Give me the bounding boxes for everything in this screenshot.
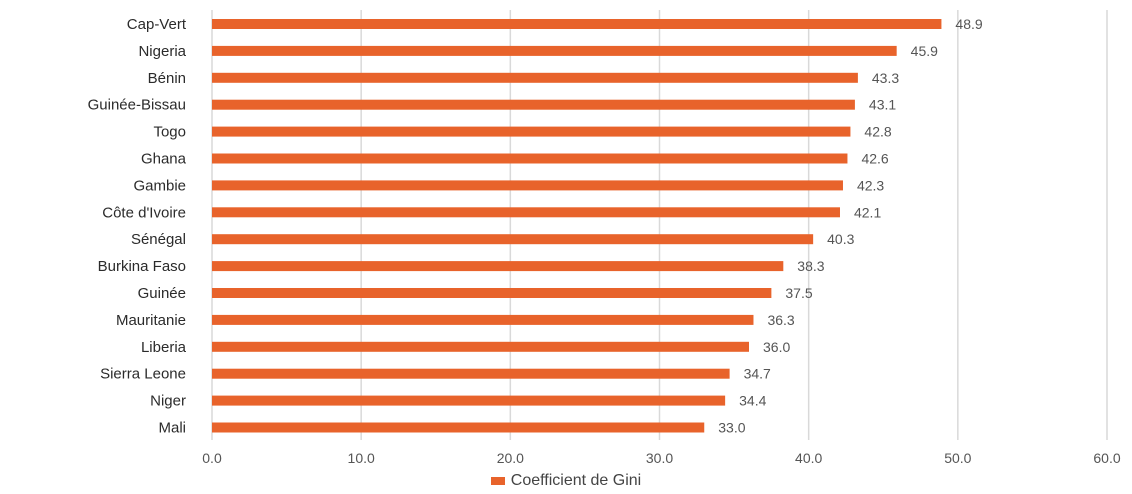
category-label: Ghana: [141, 151, 187, 168]
bar: [212, 207, 840, 218]
category-label: Gambie: [133, 177, 186, 194]
value-label: 33.0: [718, 420, 745, 436]
value-label: 36.0: [763, 339, 790, 355]
value-label: 48.9: [955, 16, 982, 32]
bar: [212, 368, 730, 379]
bar: [212, 288, 772, 298]
bar: [212, 261, 784, 272]
bar: [212, 45, 897, 56]
legend-swatch: [490, 477, 505, 485]
bar: [212, 126, 851, 137]
x-tick-label: 0.0: [202, 450, 222, 466]
category-label: Togo: [153, 124, 186, 141]
category-label: Sierra Leone: [100, 366, 186, 383]
x-tick-label: 10.0: [348, 450, 375, 466]
category-label: Guinée: [138, 285, 186, 302]
legend: Coefficient de Gini: [0, 472, 1132, 490]
value-label: 34.7: [744, 366, 771, 382]
gini-bar-chart: Cap-Vert Nigeria Bénin Guinée-Bissau Togo Gha…: [88, 10, 1121, 466]
value-label: 43.1: [869, 97, 896, 113]
value-label: 42.8: [864, 124, 891, 140]
value-label: 43.3: [872, 70, 899, 86]
category-label: Bénin: [148, 70, 186, 87]
value-label: 36.3: [767, 312, 794, 328]
category-label: Côte d'Ivoire: [102, 204, 186, 221]
bar: [212, 180, 843, 191]
category-label: Liberia: [141, 339, 187, 356]
bar: [212, 72, 858, 83]
x-tick-label: 60.0: [1093, 450, 1120, 466]
x-tick-label: 50.0: [944, 450, 971, 466]
value-label: 40.3: [827, 231, 854, 247]
value-label: 34.4: [739, 393, 766, 409]
x-tick-label: 40.0: [795, 450, 822, 466]
legend-label: Coefficient de Gini: [510, 472, 642, 489]
value-label: 37.5: [785, 285, 812, 301]
bar: [212, 341, 749, 352]
category-label: Cap-Vert: [127, 16, 187, 33]
x-tick-label: 30.0: [646, 450, 673, 466]
category-label: Burkina Faso: [98, 258, 186, 275]
value-labels: 48.9 45.9 43.3 43.1 42.8 42.6 42.3 42.140.338.3…: [718, 16, 983, 436]
bar: [212, 19, 942, 29]
category-label: Guinée-Bissau: [88, 97, 186, 114]
bar: [212, 395, 726, 406]
category-label: Mali: [158, 420, 186, 437]
bar: [212, 314, 754, 325]
x-tick-label: 20.0: [497, 450, 524, 466]
value-label: 42.6: [861, 151, 888, 167]
category-label: Mauritanie: [116, 312, 186, 329]
x-axis-ticks: 0.0 10.0 20.0 30.0 40.0 50.0 60.0: [202, 450, 1121, 466]
value-label: 45.9: [911, 43, 938, 59]
category-label: Niger: [150, 393, 186, 410]
value-label: 42.1: [854, 204, 881, 220]
bar: [212, 153, 848, 164]
bar: [212, 234, 814, 245]
bar: [212, 422, 705, 433]
value-label: 42.3: [857, 177, 884, 193]
bars: [212, 19, 942, 433]
bar: [212, 99, 855, 110]
category-label: Sénégal: [131, 231, 186, 248]
category-labels: Cap-Vert Nigeria Bénin Guinée-Bissau Togo Gha…: [88, 16, 187, 437]
category-label: Nigeria: [138, 43, 186, 60]
value-label: 38.3: [797, 258, 824, 274]
